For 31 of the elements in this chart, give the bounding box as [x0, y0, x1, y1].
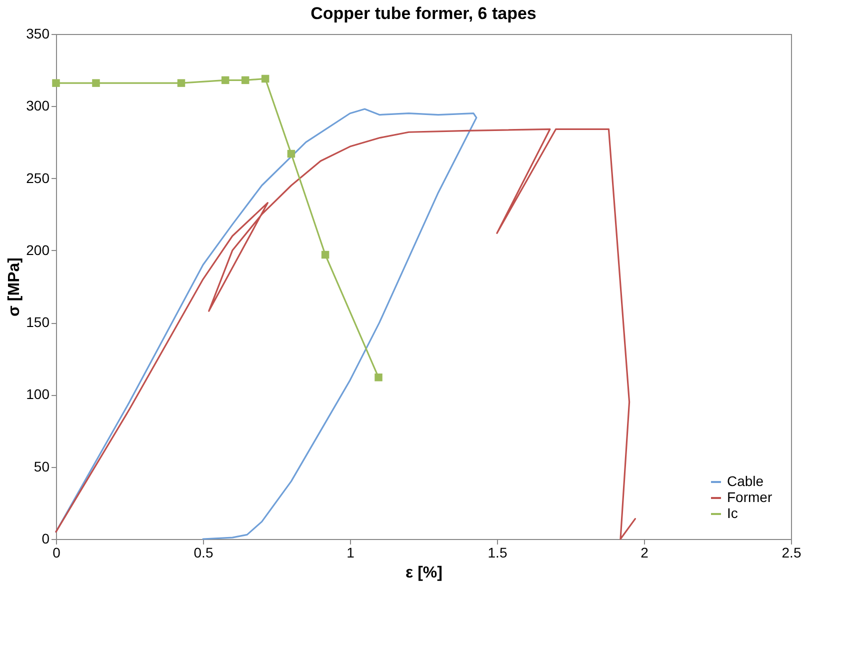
line-series: [55, 108, 478, 540]
point: [261, 74, 270, 83]
x-tick-label: 0.5: [194, 544, 214, 560]
y-tick-label: 350: [26, 26, 50, 42]
x-tick-label: 1: [346, 544, 355, 560]
point: [321, 250, 330, 259]
legend-label: Former: [727, 489, 772, 505]
x-tick-label: 0: [52, 544, 61, 560]
point: [92, 79, 100, 87]
y-tick-label: 50: [34, 458, 50, 474]
x-tick-label: 2.5: [782, 544, 802, 560]
legend-label: Ic: [727, 505, 738, 521]
legend-label: Cable: [727, 473, 764, 489]
y-axis-title: σ [MPa]: [6, 258, 24, 316]
y-tick-label: 150: [26, 314, 50, 330]
y-tick-label: 0: [42, 530, 50, 546]
y-tick-label: 300: [26, 98, 50, 114]
point: [221, 76, 230, 84]
chart-title: Copper tube former, 6 tapes: [310, 4, 536, 23]
x-tick-label: 1.5: [488, 544, 508, 560]
y-tick-label: 100: [26, 386, 50, 402]
point: [287, 150, 296, 158]
y-tick-label: 200: [26, 242, 50, 258]
y-tick-label: 250: [26, 170, 50, 186]
point: [241, 76, 250, 84]
x-axis-title: ε [%]: [406, 564, 442, 582]
point: [374, 374, 382, 382]
point: [52, 79, 60, 87]
point: [177, 79, 186, 87]
line-series: [55, 128, 636, 540]
x-tick-label: 2: [640, 544, 649, 560]
